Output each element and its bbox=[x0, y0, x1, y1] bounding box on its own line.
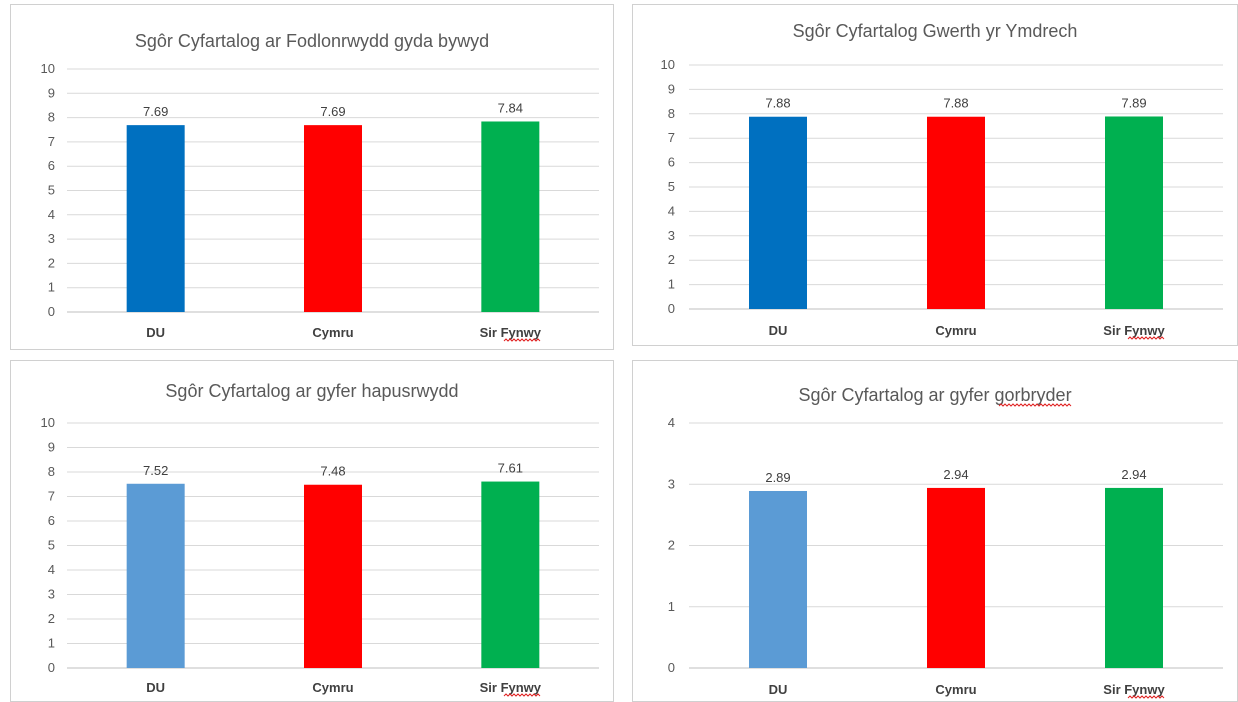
y-tick-label: 7 bbox=[48, 489, 55, 504]
y-tick-label: 8 bbox=[48, 110, 55, 125]
chart-title: Sgôr Cyfartalog ar gyfer hapusrwydd bbox=[165, 381, 458, 401]
y-tick-label: 5 bbox=[48, 538, 55, 553]
y-tick-label: 5 bbox=[668, 179, 675, 194]
y-tick-label: 6 bbox=[48, 513, 55, 528]
y-tick-label: 9 bbox=[48, 440, 55, 455]
y-tick-label: 2 bbox=[48, 255, 55, 270]
chart-panel-anxiety: Sgôr Cyfartalog ar gyfer gorbryder 0 1 2 3 4 2… bbox=[632, 360, 1238, 702]
y-tick-label: 8 bbox=[48, 464, 55, 479]
y-tick-label: 3 bbox=[48, 231, 55, 246]
y-tick-label: 9 bbox=[668, 81, 675, 96]
spellcheck-underline-category bbox=[1127, 336, 1165, 340]
chart-svg-happiness: Sgôr Cyfartalog ar gyfer hapusrwydd 0 1 2 3 4… bbox=[41, 381, 599, 697]
y-tick-label: 3 bbox=[668, 476, 675, 491]
bar-du bbox=[126, 483, 185, 668]
y-tick-label: 5 bbox=[48, 183, 55, 198]
chart-title: Sgôr Cyfartalog Gwerth yr Ymdrech bbox=[793, 21, 1078, 41]
y-tick-label: 2 bbox=[48, 611, 55, 626]
chart-title: Sgôr Cyfartalog ar gyfer gorbryder bbox=[798, 385, 1071, 405]
y-tick-label: 6 bbox=[668, 155, 675, 170]
y-tick-label: 7 bbox=[668, 130, 675, 145]
x-tick-label: Sir Fynwy bbox=[1103, 323, 1165, 338]
x-tick-label: Sir Fynwy bbox=[1103, 682, 1165, 697]
y-tick-label: 8 bbox=[668, 106, 675, 121]
data-label: 7.48 bbox=[320, 464, 345, 479]
y-tick-label: 4 bbox=[668, 203, 675, 218]
y-tick-label: 10 bbox=[661, 57, 675, 72]
y-tick-label: 1 bbox=[48, 636, 55, 651]
chart-svg-life-satisfaction: Sgôr Cyfartalog ar Fodlonrwydd gyda bywy… bbox=[41, 31, 599, 342]
y-tick-label: 1 bbox=[48, 280, 55, 295]
bar-cymru bbox=[304, 484, 362, 668]
spellcheck-underline-category bbox=[503, 693, 541, 697]
y-tick-label: 4 bbox=[48, 562, 55, 577]
bar-cymru bbox=[304, 125, 362, 313]
x-tick-label: Cymru bbox=[935, 323, 976, 338]
x-tick-label: DU bbox=[769, 323, 788, 338]
bar-sir-fynwy bbox=[481, 121, 540, 312]
bar-du bbox=[126, 125, 185, 313]
spellcheck-underline-category bbox=[503, 338, 541, 342]
data-label: 7.69 bbox=[143, 104, 168, 119]
y-tick-label: 0 bbox=[48, 660, 55, 675]
y-tick-label: 3 bbox=[668, 228, 675, 243]
y-tick-label: 10 bbox=[41, 415, 55, 430]
data-label: 7.52 bbox=[143, 463, 168, 478]
y-tick-label: 1 bbox=[668, 277, 675, 292]
x-tick-label: DU bbox=[146, 325, 165, 340]
y-tick-label: 2 bbox=[668, 538, 675, 553]
y-tick-label: 1 bbox=[668, 599, 675, 614]
data-label: 2.89 bbox=[765, 470, 790, 485]
chart-svg-anxiety: Sgôr Cyfartalog ar gyfer gorbryder 0 1 2 3 4 2… bbox=[668, 385, 1223, 699]
y-tick-label: 7 bbox=[48, 134, 55, 149]
chart-panel-worthwhile: Sgôr Cyfartalog Gwerth yr Ymdrech 0 1 2 3 4 5 6… bbox=[632, 4, 1238, 346]
x-tick-label: Cymru bbox=[312, 325, 353, 340]
y-tick-label: 0 bbox=[668, 660, 675, 675]
bar-sir-fynwy bbox=[1105, 487, 1163, 668]
data-label: 2.94 bbox=[943, 467, 968, 482]
y-tick-label: 4 bbox=[48, 207, 55, 222]
x-tick-label: DU bbox=[769, 682, 788, 697]
bar-sir-fynwy bbox=[481, 481, 540, 668]
x-tick-label: Cymru bbox=[312, 680, 353, 695]
y-tick-label: 10 bbox=[41, 61, 55, 76]
chart-svg-worthwhile: Sgôr Cyfartalog Gwerth yr Ymdrech 0 1 2 3 4 5 6… bbox=[661, 21, 1223, 340]
x-tick-label: Sir Fynwy bbox=[480, 680, 542, 695]
chart-panel-happiness: Sgôr Cyfartalog ar gyfer hapusrwydd 0 1 2 3 4… bbox=[10, 360, 614, 702]
data-label: 7.89 bbox=[1121, 95, 1146, 110]
data-label: 7.88 bbox=[943, 96, 968, 111]
y-tick-label: 2 bbox=[668, 252, 675, 267]
data-label: 2.94 bbox=[1121, 467, 1146, 482]
data-label: 7.69 bbox=[320, 104, 345, 119]
data-label: 7.84 bbox=[498, 100, 523, 115]
x-tick-label: Cymru bbox=[935, 682, 976, 697]
y-tick-label: 3 bbox=[48, 587, 55, 602]
spellcheck-underline-title bbox=[998, 403, 1072, 407]
y-tick-label: 0 bbox=[48, 304, 55, 319]
chart-panel-life-satisfaction: Sgôr Cyfartalog ar Fodlonrwydd gyda bywy… bbox=[10, 4, 614, 350]
spellcheck-underline-category bbox=[1127, 695, 1165, 699]
bar-cymru bbox=[927, 116, 985, 309]
data-label: 7.61 bbox=[498, 461, 523, 476]
y-tick-label: 9 bbox=[48, 85, 55, 100]
bar-du bbox=[749, 116, 807, 309]
bar-cymru bbox=[927, 487, 985, 668]
x-tick-label: DU bbox=[146, 680, 165, 695]
y-tick-label: 6 bbox=[48, 158, 55, 173]
chart-title: Sgôr Cyfartalog ar Fodlonrwydd gyda bywy… bbox=[135, 31, 489, 51]
bar-sir-fynwy bbox=[1105, 116, 1163, 309]
x-tick-label: Sir Fynwy bbox=[480, 325, 542, 340]
y-tick-label: 4 bbox=[668, 415, 675, 430]
bar-du bbox=[749, 490, 807, 668]
data-label: 7.88 bbox=[765, 96, 790, 111]
y-tick-label: 0 bbox=[668, 301, 675, 316]
